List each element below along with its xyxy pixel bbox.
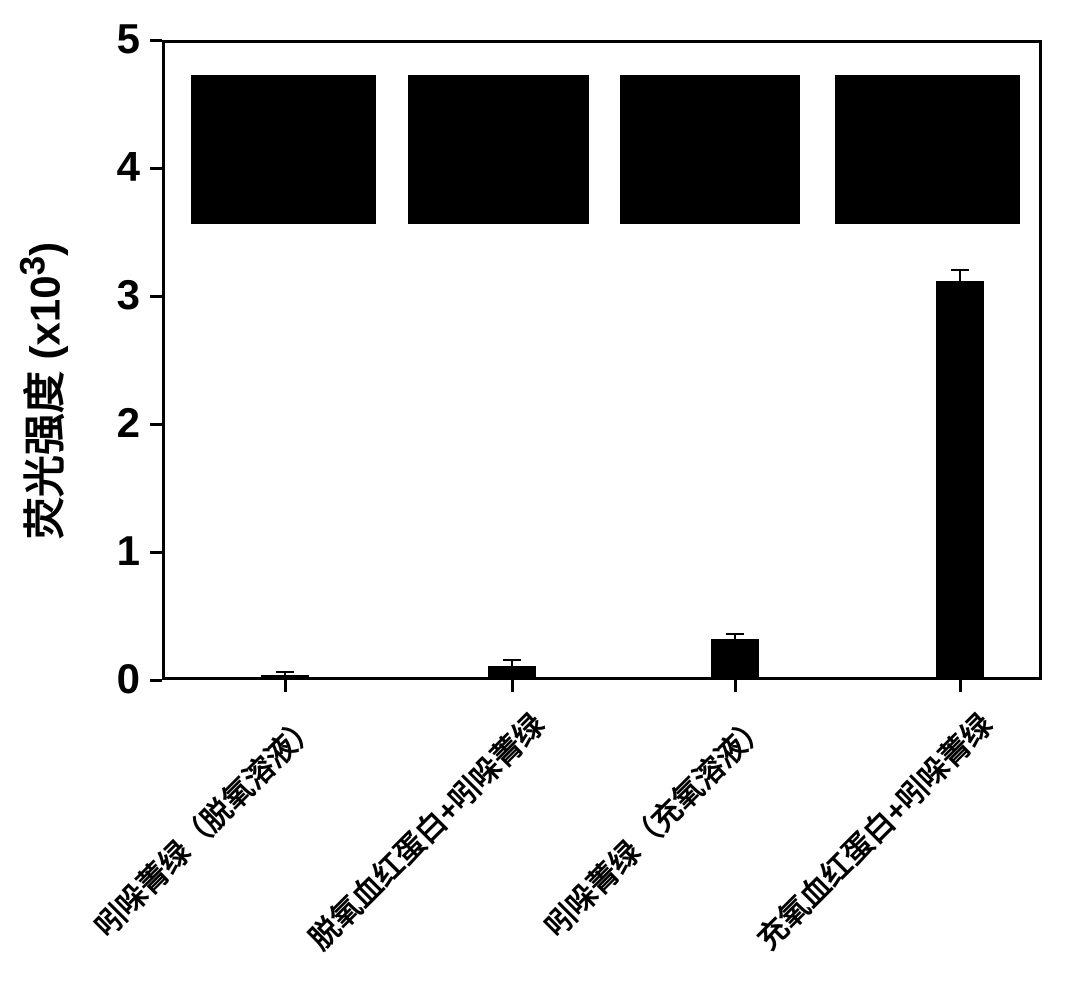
- x-tick-label: 充氧血红蛋白+吲哚菁绿: [745, 702, 1001, 958]
- x-tick-mark: [511, 680, 514, 692]
- y-tick-mark: [150, 551, 162, 554]
- y-tick-label: 1: [100, 527, 140, 575]
- y-tick-label: 5: [100, 15, 140, 63]
- error-bar-cap: [726, 633, 744, 635]
- y-label-suffix: ): [22, 242, 69, 256]
- inset-box: [835, 75, 1020, 225]
- x-tick-label: 吲哚菁绿（脱氧溶液）: [83, 702, 326, 945]
- error-bar-cap: [726, 643, 744, 645]
- chart-container: 荧光强度 (x103) 012345 吲哚菁绿（脱氧溶液）脱氧血红蛋白+吲哚菁绿…: [0, 0, 1073, 999]
- error-bar-cap: [276, 676, 294, 678]
- y-tick-mark: [150, 167, 162, 170]
- inset-box: [620, 75, 800, 225]
- data-bar: [711, 639, 759, 680]
- y-label-sup: 3: [14, 256, 53, 275]
- y-tick-mark: [150, 39, 162, 42]
- x-tick-mark: [734, 680, 737, 692]
- x-tick-mark: [284, 680, 287, 692]
- error-bar: [959, 270, 961, 290]
- y-tick-mark: [150, 679, 162, 682]
- error-bar-cap: [951, 290, 969, 292]
- inset-box: [191, 75, 376, 225]
- error-bar-cap: [503, 671, 521, 673]
- y-axis-label: 荧光强度 (x103): [12, 241, 73, 541]
- y-tick-label: 0: [100, 655, 140, 703]
- x-tick-label: 吲哚菁绿（充氧溶液）: [533, 702, 776, 945]
- y-tick-label: 2: [100, 399, 140, 447]
- error-bar-cap: [503, 659, 521, 661]
- y-tick-label: 3: [100, 271, 140, 319]
- y-label-text: 荧光强度 (x10: [22, 275, 69, 539]
- error-bar-cap: [276, 671, 294, 673]
- data-bar: [936, 281, 984, 680]
- x-tick-mark: [959, 680, 962, 692]
- error-bar-cap: [951, 269, 969, 271]
- x-tick-label: 脱氧血红蛋白+吲哚菁绿: [297, 702, 553, 958]
- y-tick-label: 4: [100, 143, 140, 191]
- y-tick-mark: [150, 295, 162, 298]
- y-tick-mark: [150, 423, 162, 426]
- inset-box: [408, 75, 588, 225]
